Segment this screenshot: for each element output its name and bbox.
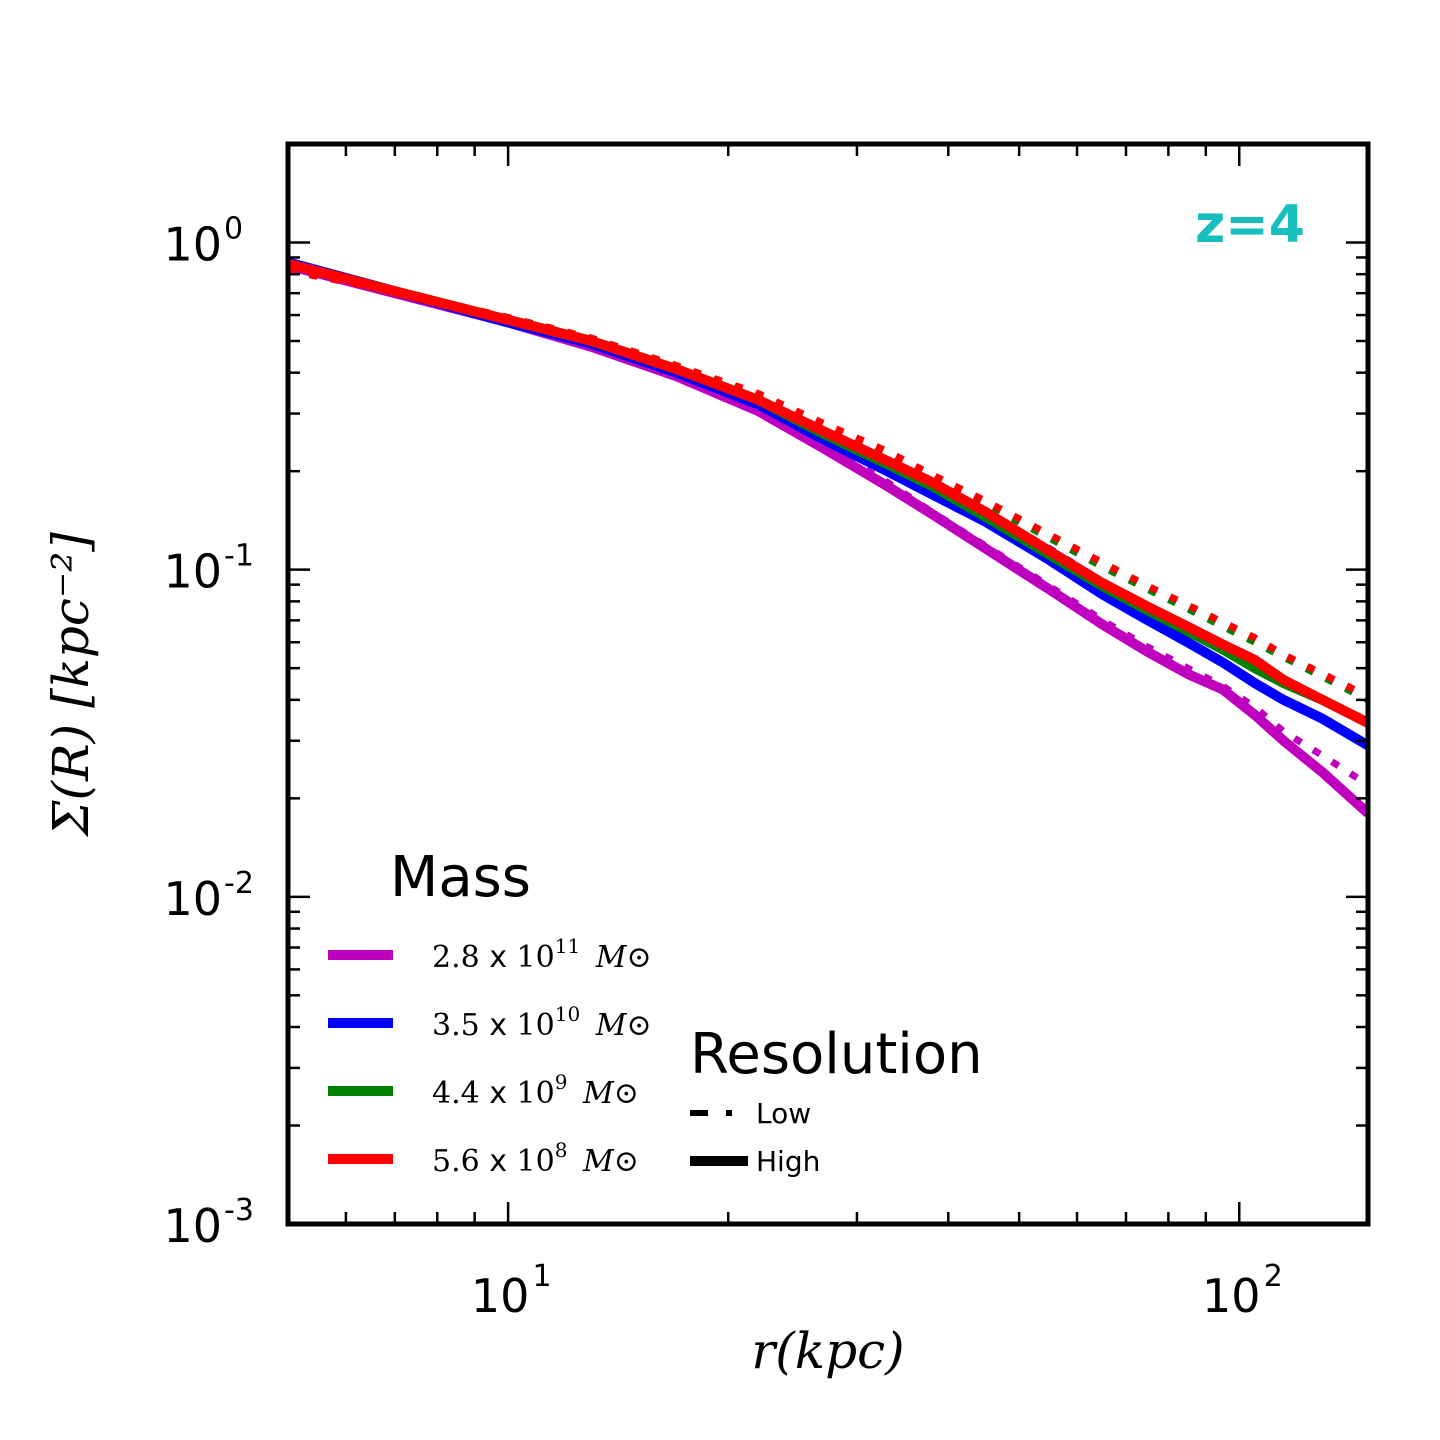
- redshift-annotation: z=4: [1195, 195, 1305, 255]
- y-tick-label-1: 10: [163, 545, 222, 599]
- mass-legend-title: Mass: [390, 845, 531, 910]
- y-tick-label-exp-2: -2: [224, 866, 254, 901]
- plot-frame: [285, 141, 1371, 1227]
- y-tick-label-exp-0: 0: [224, 211, 243, 246]
- x-tick-label-exp-0: 1: [533, 1259, 552, 1294]
- resolution-legend-label-1: High: [756, 1145, 820, 1178]
- series-line-7-low: [288, 267, 1368, 700]
- y-tick-label-exp-3: -3: [224, 1193, 254, 1228]
- y-tick-label-2: 10: [163, 872, 222, 926]
- mass-legend: Mass 2.8 x 1011 M⊙ 3.5 x 1010 M⊙ 4.4 x 109…: [328, 845, 652, 1179]
- mass-legend-label-1: 3.5 x 1010 M⊙: [432, 1002, 652, 1043]
- y-tick-label-exp-1: -1: [224, 539, 254, 574]
- mass-legend-label-0: 2.8 x 1011 M⊙: [432, 934, 652, 975]
- tick-labels-layer: 10 1 10 210 010 -110 -210 -3: [163, 211, 1282, 1323]
- y-tick-label-0: 10: [163, 217, 222, 271]
- y-axis-label: Σ(R) [kpc⁻²]: [42, 532, 100, 838]
- resolution-legend-label-0: Low: [756, 1097, 811, 1130]
- mass-legend-label-3: 5.6 x 108 M⊙: [432, 1138, 639, 1179]
- resolution-legend-title: Resolution: [690, 1022, 983, 1087]
- x-axis-label: r(kpc): [751, 1322, 904, 1380]
- x-tick-label-1: 10: [1202, 1269, 1261, 1323]
- y-tick-label-3: 10: [163, 1199, 222, 1253]
- series-layer: [288, 257, 1368, 818]
- x-tick-label-0: 10: [471, 1269, 530, 1323]
- x-tick-label-exp-1: 2: [1264, 1259, 1283, 1294]
- resolution-legend: Resolution Low High: [690, 1022, 983, 1178]
- mass-legend-label-2: 4.4 x 109 M⊙: [432, 1070, 639, 1111]
